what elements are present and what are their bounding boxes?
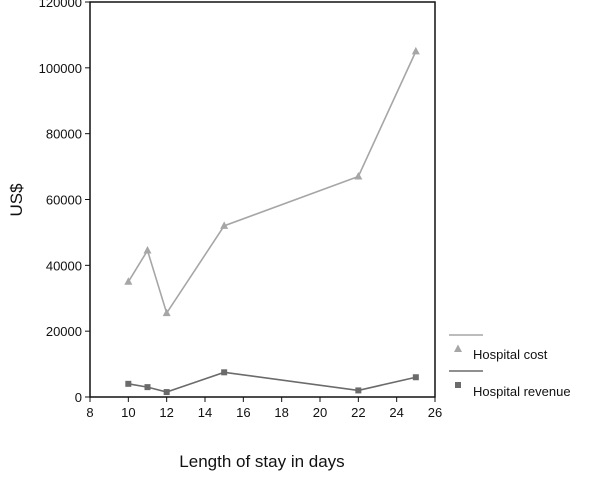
series-hospital-cost [124,46,420,317]
data-point [143,246,152,254]
legend-item: Hospital cost [449,334,548,362]
y-tick-label: 20000 [46,324,82,339]
data-point [221,369,228,376]
x-tick-label: 26 [428,405,442,420]
data-point [163,389,170,396]
data-point [355,387,362,394]
x-axis-title: Length of stay in days [179,452,344,471]
y-tick-label: 120000 [39,0,82,10]
series-line [128,371,417,393]
legend: Hospital cost Hospital revenue [449,334,571,399]
x-tick-label: 18 [274,405,288,420]
data-point [220,221,229,229]
series-layer [124,46,420,396]
plot-frame [89,1,436,398]
x-tick-label: 8 [86,405,93,420]
x-tick-label: 12 [159,405,173,420]
data-point [411,46,420,55]
y-tick-label: 100000 [39,61,82,76]
x-tick-label: 14 [198,405,212,420]
y-tick-label: 60000 [46,193,82,208]
data-point [162,308,171,317]
data-point [125,380,132,387]
legend-label: Hospital revenue [473,384,571,399]
series-hospital-revenue [125,369,419,396]
x-tick-label: 22 [351,405,365,420]
x-tick-label: 10 [121,405,135,420]
y-axis-title: US$ [7,183,26,217]
x-tick-label: 20 [313,405,327,420]
data-point [412,374,419,381]
x-tick-label: 24 [389,405,403,420]
y-tick-label: 0 [75,390,82,405]
series-line [127,51,417,315]
data-point [124,277,133,285]
y-tick-label: 80000 [46,127,82,142]
legend-item: Hospital revenue [449,370,571,399]
legend-marker-triangle-icon [454,344,462,352]
y-axis-ticks: 0 20000 40000 60000 80000 100000 120000 [39,0,90,405]
data-point [144,384,151,391]
legend-marker-square-icon [455,382,461,388]
data-point [354,171,363,180]
x-tick-label: 16 [236,405,250,420]
y-tick-label: 40000 [46,258,82,273]
legend-label: Hospital cost [473,347,548,362]
x-axis-ticks: 8 10 12 14 16 18 20 22 24 26 [86,397,442,420]
